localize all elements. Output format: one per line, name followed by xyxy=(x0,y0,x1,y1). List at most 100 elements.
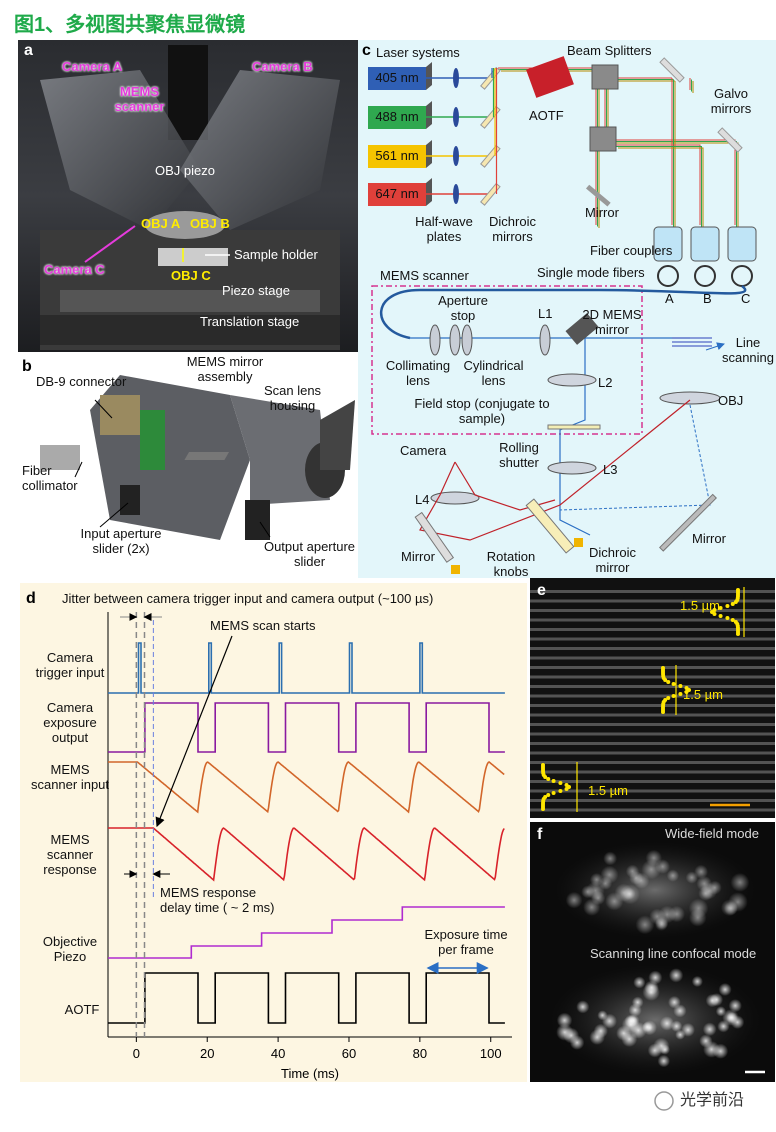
profile xyxy=(678,684,683,688)
panel-d-background xyxy=(20,583,527,1082)
signal-label: AOTF xyxy=(64,1002,100,1017)
scale-label: 1.5 µm xyxy=(683,687,724,702)
x-tick-label: 100 xyxy=(480,1046,502,1061)
diagram-label: Dichroic mirror xyxy=(589,545,636,575)
nucleus xyxy=(718,982,732,997)
stripe xyxy=(530,637,775,641)
mirror xyxy=(414,511,455,563)
photo-label: OBJ piezo xyxy=(155,163,215,178)
stripe xyxy=(530,694,775,698)
diagram-label: Galvo mirrors xyxy=(710,86,752,116)
nucleus xyxy=(658,905,677,924)
aotf xyxy=(526,56,574,98)
photo-label: Translation stage xyxy=(200,314,300,329)
diagram-label: Mirror xyxy=(401,549,435,564)
signal-label: Camera trigger input xyxy=(35,650,105,680)
diagram-label: C xyxy=(741,291,751,306)
x-tick-label: 60 xyxy=(342,1046,356,1061)
laser-box-side xyxy=(426,178,432,206)
diagram-label: AOTF xyxy=(529,108,564,123)
beam xyxy=(559,404,711,511)
knob xyxy=(574,538,583,547)
knob xyxy=(451,565,460,574)
profile xyxy=(558,789,563,793)
diagram-label: L2 xyxy=(598,375,613,390)
nucleus xyxy=(673,1004,687,1018)
diagram-label: Mirror xyxy=(585,205,619,220)
stripe xyxy=(530,751,775,755)
nucleus xyxy=(614,883,633,902)
lens xyxy=(429,324,441,356)
diagram-label: Field stop (conjugate to sample) xyxy=(414,396,550,426)
nucleus xyxy=(629,871,643,885)
stripe xyxy=(530,647,775,650)
signal-label: Camera exposure output xyxy=(43,700,97,745)
nucleus xyxy=(635,915,655,935)
annotation: Exposure time per frame xyxy=(424,927,508,957)
lens xyxy=(547,461,597,475)
fiber-coupler xyxy=(653,226,683,262)
mems-response-wave xyxy=(108,827,505,882)
exposure-wave xyxy=(108,702,505,753)
x-tick-label: 0 xyxy=(133,1046,140,1061)
diagram-label: 2D MEMS mirror xyxy=(582,307,642,337)
nucleus xyxy=(642,1021,653,1033)
diagram-label: A xyxy=(665,291,674,306)
fiber-coil xyxy=(657,265,679,287)
stripe xyxy=(530,675,775,679)
half-wave-plate xyxy=(453,146,459,166)
fiber-coil xyxy=(694,265,716,287)
nucleus xyxy=(691,975,703,988)
nucleus xyxy=(717,1020,730,1033)
beam xyxy=(608,142,739,228)
device-label: Output aperture slider xyxy=(263,539,356,569)
watermark: 光学前沿 xyxy=(680,1092,745,1109)
stripe xyxy=(530,770,775,774)
diagram-label: B xyxy=(703,291,712,306)
nucleus xyxy=(715,1006,727,1017)
photo-label: MEMS scanner xyxy=(114,84,165,114)
nucleus xyxy=(709,993,724,1007)
arrow xyxy=(705,342,725,351)
diagram-label: Fiber couplers xyxy=(590,243,673,258)
scale-label: 1.5 µm xyxy=(588,783,629,798)
nucleus xyxy=(601,1013,618,1029)
stripe xyxy=(530,656,775,660)
diagram-label: Single mode fibers xyxy=(537,265,645,280)
profile xyxy=(730,618,735,622)
nucleus xyxy=(556,1012,573,1029)
line-scan-stripes xyxy=(672,337,712,347)
laser-box xyxy=(368,145,426,168)
diagram-label: Half-wave plates xyxy=(415,214,473,244)
profile xyxy=(564,787,569,791)
mirror xyxy=(585,184,611,207)
stripe xyxy=(530,618,775,622)
nucleus xyxy=(694,864,709,879)
profile xyxy=(678,692,683,696)
signal-label: Objective Piezo xyxy=(42,934,98,964)
lens xyxy=(547,373,597,387)
photo-label: Camera B xyxy=(252,59,313,74)
mems-input-wave xyxy=(108,761,505,814)
nucleus xyxy=(647,1043,662,1058)
laser-label: 561 nm xyxy=(375,148,419,163)
nucleus xyxy=(621,1031,638,1048)
aotf-wave xyxy=(108,972,505,1024)
device-label: MEMS mirror assembly xyxy=(186,354,264,384)
panel-letter: a xyxy=(24,42,33,59)
lens xyxy=(430,491,480,505)
stripe xyxy=(530,780,775,783)
nucleus xyxy=(591,891,606,906)
stripe xyxy=(530,742,775,745)
nucleus xyxy=(670,1020,683,1032)
diagram-label: L4 xyxy=(415,492,430,507)
panel-c-background xyxy=(358,40,776,578)
photo-label: Sample holder xyxy=(234,247,318,262)
x-tick-label: 20 xyxy=(200,1046,214,1061)
photo-label: OBJ B xyxy=(190,216,230,231)
nucleus xyxy=(576,1000,590,1014)
nucleus xyxy=(728,999,742,1013)
jitter-title: Jitter between camera trigger input and … xyxy=(62,591,434,606)
nucleus xyxy=(657,1054,671,1068)
